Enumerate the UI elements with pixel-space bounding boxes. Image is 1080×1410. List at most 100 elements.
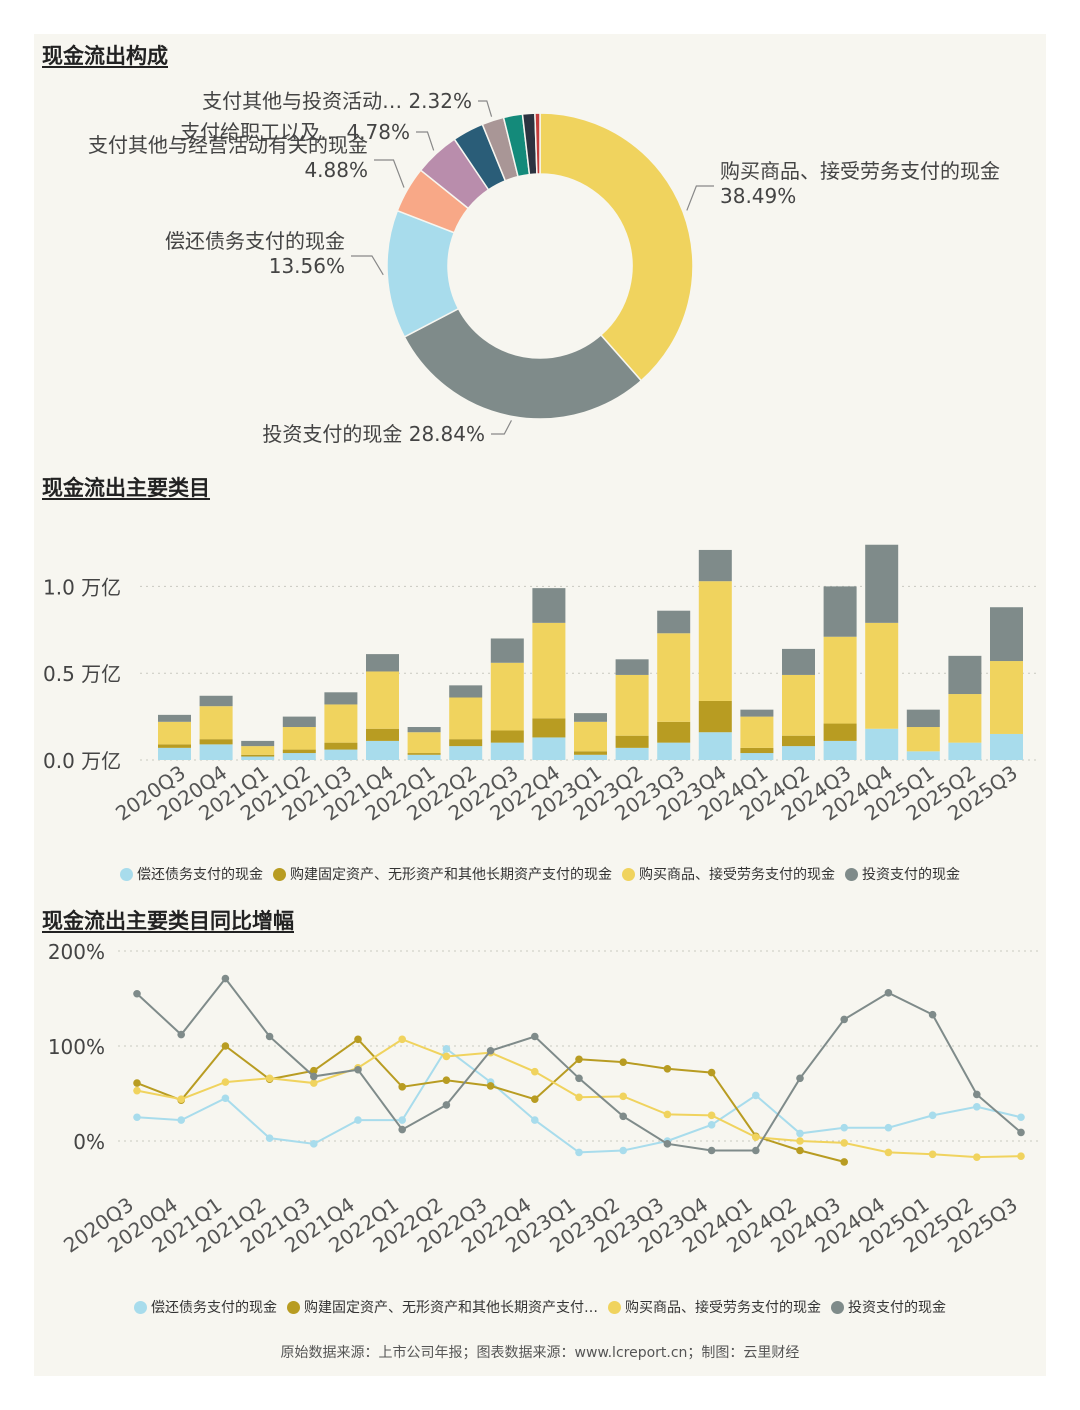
line-legend: 偿还债务支付的现金 购建固定资产、无形资产和其他长期资产支付… 购买商品、接受劳务支… — [0, 1297, 1080, 1317]
donut-label: 投资支付的现金 28.84% — [262, 422, 485, 446]
bar-segment — [906, 709, 940, 728]
bar-segment — [948, 742, 982, 760]
bar-segment — [532, 737, 566, 760]
series-point — [1017, 1113, 1025, 1122]
bar-segment — [407, 732, 441, 754]
bar-segment — [615, 659, 649, 675]
legend-label: 投资支付的现金 — [862, 867, 960, 883]
bar-segment — [782, 674, 815, 736]
series-point — [663, 1140, 672, 1148]
bar-segment — [657, 610, 691, 634]
series-point — [221, 1042, 230, 1050]
series-point — [796, 1137, 804, 1145]
series-point — [398, 1125, 407, 1134]
series-point — [133, 989, 141, 998]
series-point — [840, 1123, 848, 1132]
bar-segment — [615, 735, 649, 748]
bar-segment — [574, 713, 607, 722]
series-point — [398, 1116, 407, 1124]
series-point — [177, 1095, 185, 1103]
bar-segment — [449, 746, 483, 760]
series-point — [1017, 1152, 1025, 1160]
series-point — [575, 1074, 583, 1083]
series-point — [575, 1093, 583, 1102]
bar-segment — [990, 607, 1023, 662]
legend-label: 投资支付的现金 — [848, 1300, 946, 1316]
series-point — [354, 1035, 362, 1044]
series-point — [310, 1072, 318, 1081]
donut-leader-line — [374, 159, 405, 188]
series-point — [619, 1092, 627, 1101]
bar-segment — [407, 754, 441, 760]
bar-segment — [241, 754, 275, 757]
series-line — [136, 1038, 845, 1163]
bar-segment — [865, 544, 899, 623]
series-point — [840, 1158, 848, 1166]
legend-label: 偿还债务支付的现金 — [137, 867, 263, 883]
legend-item: 购买商品、接受劳务支付的现金 — [608, 1297, 821, 1317]
bar-segment — [158, 714, 191, 722]
bar-segment — [158, 744, 191, 748]
donut-slice — [403, 307, 643, 420]
bar-segment — [698, 549, 732, 582]
donut-leader-line — [351, 255, 384, 276]
series-point — [663, 1110, 672, 1119]
legend-label: 购买商品、接受劳务支付的现金 — [639, 867, 835, 883]
legend-label: 偿还债务支付的现金 — [151, 1300, 277, 1316]
bar-segment — [782, 648, 815, 675]
series-point — [928, 1111, 937, 1120]
series-point — [973, 1103, 981, 1111]
series-point — [619, 1058, 627, 1066]
series-point — [398, 1083, 407, 1091]
bar-segment — [490, 662, 524, 731]
series-point — [398, 1035, 407, 1044]
series-point — [840, 1139, 848, 1147]
line-y-tick-label: 0% — [73, 1130, 105, 1154]
legend-item: 偿还债务支付的现金 — [134, 1297, 277, 1317]
series-point — [442, 1052, 451, 1061]
legend-item: 投资支付的现金 — [845, 864, 960, 884]
legend-swatch — [120, 867, 133, 881]
legend-item: 购买商品、接受劳务支付的现金 — [622, 864, 835, 884]
donut-percent: 13.56% — [269, 254, 345, 278]
series-point — [221, 1094, 230, 1103]
bar-segment — [490, 730, 524, 743]
donut-slice — [534, 112, 541, 175]
bar-segment — [740, 709, 774, 717]
bar-segment — [241, 746, 275, 755]
series-point — [486, 1046, 495, 1055]
bar-y-tick-label: 0.5 万亿 — [43, 662, 121, 686]
donut-leader-line — [416, 131, 435, 151]
donut-leader-line — [686, 185, 714, 211]
bar-segment — [657, 742, 691, 760]
series-point — [442, 1101, 451, 1109]
series-point — [752, 1133, 760, 1141]
series-point — [884, 989, 893, 997]
series-point — [884, 1123, 893, 1132]
legend-item: 购建固定资产、无形资产和其他长期资产支付的现金 — [273, 864, 612, 884]
series-point — [973, 1153, 981, 1161]
bar-segment — [407, 753, 441, 755]
bar-segment — [241, 756, 275, 760]
bar-segment — [574, 754, 607, 760]
bar-segment — [324, 692, 358, 705]
legend-swatch — [845, 867, 858, 881]
donut-leader-line — [491, 420, 512, 435]
series-point — [928, 1010, 937, 1019]
donut-label: 支付其他与投资活动… 2.32% — [202, 89, 472, 113]
bar-segment — [698, 581, 732, 701]
donut-slice — [539, 112, 694, 382]
line-y-tick-label: 100% — [48, 1035, 105, 1059]
bar-segment — [199, 744, 233, 760]
donut-label: 支付给职工以及… 4.78% — [180, 120, 410, 144]
bar-segment — [449, 685, 483, 698]
legend-swatch — [134, 1300, 147, 1314]
series-point — [707, 1146, 716, 1155]
bar-segment — [199, 695, 233, 707]
series-point — [265, 1074, 274, 1083]
bar-segment — [158, 721, 191, 745]
legend-item: 投资支付的现金 — [831, 1297, 946, 1317]
bar-segment — [865, 728, 899, 760]
bar-segment — [657, 721, 691, 743]
bar-y-tick-label: 0.0 万亿 — [43, 749, 121, 773]
